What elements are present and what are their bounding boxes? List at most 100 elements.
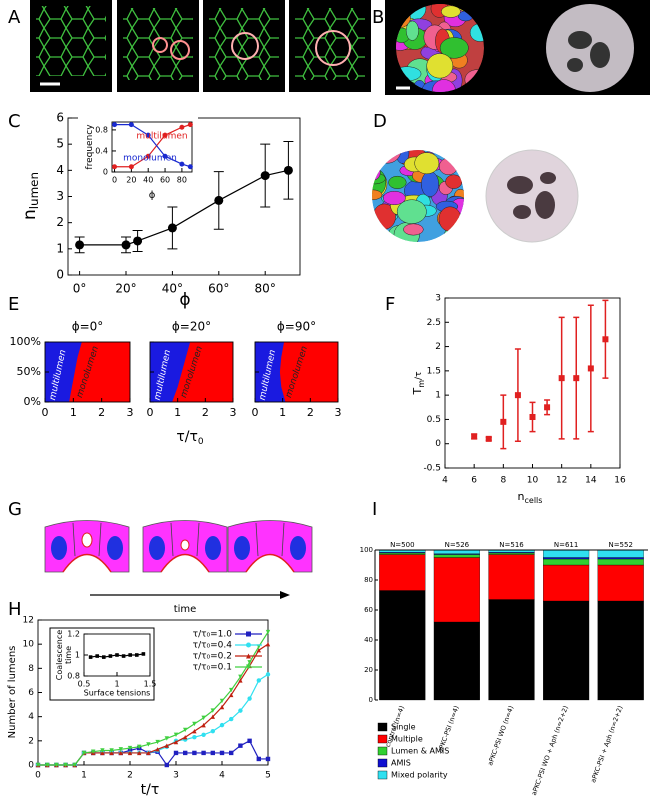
legend-marker	[246, 653, 251, 659]
data-point	[187, 164, 193, 170]
data-point	[210, 714, 215, 719]
y-tick-label: 4	[28, 712, 34, 722]
phase-boundary	[172, 342, 233, 402]
cell-patch	[405, 20, 419, 41]
y-tick-label: 1.5	[427, 366, 441, 376]
x-tick-label: 80	[177, 176, 187, 185]
data-point	[63, 762, 68, 768]
panel-label: F	[385, 294, 395, 315]
x-tick-label: 4	[442, 476, 448, 486]
legend-swatch	[377, 758, 388, 768]
y-tick-label: 0	[56, 268, 64, 282]
y-axis-label-part: Number of lumens	[7, 646, 18, 739]
x-tick-label: 40°	[162, 282, 183, 296]
data-point	[500, 418, 507, 425]
data-point	[102, 655, 106, 659]
data-point	[127, 748, 133, 753]
panel-label: A	[8, 7, 21, 28]
data-point	[162, 132, 168, 138]
cell-patch	[421, 171, 439, 197]
phase-boundary	[279, 342, 338, 402]
x-tick-label: 16	[614, 476, 626, 486]
n-label: N=526	[445, 541, 470, 549]
data-point	[201, 750, 206, 756]
x-axis-label-part: cells	[525, 496, 543, 505]
data-line	[38, 740, 268, 767]
data-point	[88, 655, 93, 659]
x-axis-label: t/τ	[141, 782, 160, 798]
legend-label: Lumen & AMIS	[391, 747, 449, 756]
data-point	[173, 750, 179, 756]
data-point	[108, 654, 113, 658]
cell-patch	[439, 37, 469, 59]
y-axis-label-part: n	[20, 209, 40, 220]
legend-marker	[246, 664, 251, 670]
x-tick-label: 0	[35, 771, 41, 781]
x-tick-label: 6	[471, 476, 477, 486]
data-point	[155, 739, 160, 745]
data-point	[145, 153, 151, 159]
y-axis-label: Number of lumens	[7, 646, 18, 739]
cell-patch	[445, 174, 463, 189]
series-label: multilumen	[136, 132, 187, 142]
y-tick-label: 0.8	[95, 125, 108, 134]
data-point	[127, 745, 133, 751]
y-tick-label: 100	[360, 546, 373, 554]
data-point	[173, 732, 179, 737]
data-point	[229, 750, 234, 756]
bar-segment	[379, 590, 426, 701]
data-point	[238, 743, 243, 748]
panel-label: B	[372, 7, 384, 28]
x-tick-label: 20°	[115, 282, 136, 296]
data-point	[219, 704, 225, 710]
x-tick-label: 20	[126, 176, 136, 185]
bar-segment	[433, 549, 480, 554]
y-tick-label: 80	[364, 576, 373, 584]
x-axis-label: Surface tensions	[84, 689, 151, 698]
legend-label: Multiple	[391, 735, 423, 744]
data-point	[602, 336, 609, 343]
data-point	[164, 743, 169, 748]
x-tick-label: 0.5	[78, 680, 91, 689]
y-tick-label: 6	[56, 111, 64, 125]
data-point	[238, 674, 243, 679]
data-point	[229, 692, 234, 698]
y-axis-label: Coalescence	[55, 630, 64, 680]
bar-segment	[433, 557, 480, 623]
legend-swatch	[377, 734, 388, 744]
data-point	[192, 721, 197, 727]
panel-label: I	[372, 499, 377, 520]
legend-label: τ/τ₀=0.2	[193, 652, 232, 662]
data-point	[265, 641, 271, 647]
legend-label: τ/τ₀=1.0	[193, 630, 233, 640]
data-point	[121, 654, 126, 658]
data-point	[247, 738, 252, 744]
bar-segment	[597, 600, 644, 701]
x-tick-label: 0	[112, 176, 117, 185]
y-axis-label-part: /τ	[414, 372, 424, 380]
data-point	[133, 236, 143, 246]
x-tick-label: aPKC-PSI WO + Aph (n=2+2)	[530, 705, 570, 797]
x-axis-label-part: n	[518, 490, 525, 503]
data-point	[485, 435, 492, 442]
x-tick-label: 2	[98, 406, 105, 419]
cell-patch	[414, 152, 440, 175]
x-tick-label: 3	[335, 406, 342, 419]
y-axis-label: Tm/τ	[411, 372, 426, 396]
data-point	[112, 122, 118, 128]
n-label: N=611	[554, 541, 578, 549]
data-point	[100, 748, 105, 753]
data-point	[238, 708, 243, 713]
x-tick-label: 60	[160, 176, 170, 185]
bar-segment	[488, 552, 535, 555]
data-point	[514, 392, 521, 399]
y-tick-label: -0.5	[423, 464, 441, 474]
y-axis-label-part: Coalescence	[55, 630, 64, 680]
legend-swatch	[377, 770, 388, 780]
y-tick-label: 2	[28, 736, 34, 746]
x-tick-label: 14	[585, 476, 597, 486]
data-point	[115, 653, 119, 657]
render-d	[372, 149, 579, 243]
y-tick-label: 0	[435, 439, 441, 449]
